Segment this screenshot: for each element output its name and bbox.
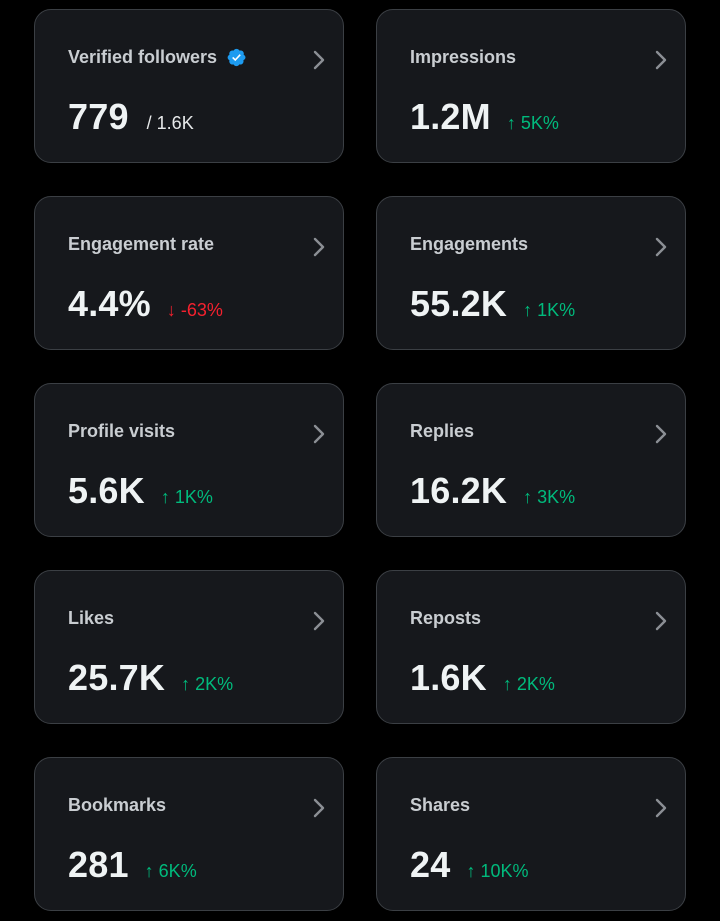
metric-value: 5.6K <box>68 470 145 511</box>
chevron-right-icon <box>313 424 325 444</box>
metric-value: 1.2M <box>410 96 491 137</box>
chevron-right-icon <box>655 798 667 818</box>
metric-card-profile-visits[interactable]: Profile visits 5.6K ↑ 1K% <box>34 383 344 537</box>
value-row: 4.4% ↓ -63% <box>68 283 223 325</box>
value-row: 25.7K ↑ 2K% <box>68 657 233 699</box>
chevron-right-icon <box>313 798 325 818</box>
arrow-down-icon: ↓ <box>166 300 176 320</box>
value-row: 55.2K ↑ 1K% <box>410 283 575 325</box>
trend-change-value: 2K% <box>195 674 234 694</box>
arrow-up-icon: ↑ <box>144 861 154 881</box>
metric-card-reposts[interactable]: Reposts 1.6K ↑ 2K% <box>376 570 686 724</box>
metric-card-engagements[interactable]: Engagements 55.2K ↑ 1K% <box>376 196 686 350</box>
metric-value: 24 <box>410 844 451 885</box>
trend-change: ↑ 1K% <box>161 487 213 508</box>
value-row: 779 / 1.6K <box>68 96 194 138</box>
card-title: Bookmarks <box>68 795 166 816</box>
metric-card-shares[interactable]: Shares 24 ↑ 10K% <box>376 757 686 911</box>
trend-change-value: 1K% <box>537 300 576 320</box>
trend-change-value: -63% <box>180 300 223 320</box>
arrow-up-icon: ↑ <box>160 487 170 507</box>
card-title: Engagement rate <box>68 234 214 255</box>
chevron-right-icon <box>313 50 325 70</box>
metric-value: 16.2K <box>410 470 508 511</box>
metric-card-replies[interactable]: Replies 16.2K ↑ 3K% <box>376 383 686 537</box>
arrow-up-icon: ↑ <box>502 674 512 694</box>
metric-card-bookmarks[interactable]: Bookmarks 281 ↑ 6K% <box>34 757 344 911</box>
value-row: 16.2K ↑ 3K% <box>410 470 575 512</box>
metric-value: 1.6K <box>410 657 487 698</box>
arrow-up-icon: ↑ <box>181 674 191 694</box>
card-title: Reposts <box>410 608 481 629</box>
trend-change: ↓ -63% <box>167 300 223 321</box>
value-row: 1.2M ↑ 5K% <box>410 96 559 138</box>
arrow-up-icon: ↑ <box>523 300 533 320</box>
trend-change: ↑ 1K% <box>523 300 575 321</box>
value-row: 1.6K ↑ 2K% <box>410 657 555 699</box>
card-title-label: Reposts <box>410 608 482 628</box>
chevron-right-icon <box>313 611 325 631</box>
trend-change: ↑ 10K% <box>466 861 528 882</box>
trend-change: ↑ 5K% <box>507 113 559 134</box>
card-title-label: Impressions <box>410 47 517 67</box>
card-title-label: Profile visits <box>68 421 176 441</box>
trend-change: ↑ 3K% <box>523 487 575 508</box>
metric-value: 281 <box>68 844 129 885</box>
chevron-right-icon <box>313 237 325 257</box>
chevron-right-icon <box>655 611 667 631</box>
card-title-label: Engagements <box>410 234 529 254</box>
metric-value: 55.2K <box>410 283 508 324</box>
card-title-label: Shares <box>410 795 471 815</box>
card-title-label: Likes <box>68 608 115 628</box>
verified-badge-icon <box>227 48 246 67</box>
arrow-up-icon: ↑ <box>506 113 516 133</box>
card-title: Verified followers <box>68 47 247 68</box>
card-title: Shares <box>410 795 470 816</box>
trend-change: ↑ 2K% <box>181 674 233 695</box>
trend-change-value: 10K% <box>480 861 529 881</box>
arrow-up-icon: ↑ <box>523 487 533 507</box>
card-title-label: Verified followers <box>68 47 218 67</box>
card-title-label: Bookmarks <box>68 795 167 815</box>
metric-total: / 1.6K <box>146 113 194 133</box>
card-title: Profile visits <box>68 421 175 442</box>
trend-change-value: 2K% <box>516 674 555 694</box>
analytics-grid: Verified followers 779 / 1.6K Impression… <box>34 9 686 911</box>
value-row: 24 ↑ 10K% <box>410 844 529 886</box>
card-title: Likes <box>68 608 114 629</box>
chevron-right-icon <box>655 237 667 257</box>
trend-change: ↑ 2K% <box>503 674 555 695</box>
metric-card-impressions[interactable]: Impressions 1.2M ↑ 5K% <box>376 9 686 163</box>
trend-change-value: 6K% <box>158 861 197 881</box>
trend-change: ↑ 6K% <box>145 861 197 882</box>
trend-change-value: 1K% <box>174 487 213 507</box>
metric-card-likes[interactable]: Likes 25.7K ↑ 2K% <box>34 570 344 724</box>
card-title: Engagements <box>410 234 528 255</box>
chevron-right-icon <box>655 50 667 70</box>
trend-change-value: 5K% <box>520 113 559 133</box>
card-title: Impressions <box>410 47 516 68</box>
trend-change-value: 3K% <box>537 487 576 507</box>
value-row: 281 ↑ 6K% <box>68 844 197 886</box>
metric-value: 4.4% <box>68 283 151 324</box>
metric-value: 779 <box>68 96 129 137</box>
metric-value: 25.7K <box>68 657 166 698</box>
metric-card-engagement-rate[interactable]: Engagement rate 4.4% ↓ -63% <box>34 196 344 350</box>
metric-card-verified-followers[interactable]: Verified followers 779 / 1.6K <box>34 9 344 163</box>
arrow-up-icon: ↑ <box>466 861 476 881</box>
card-title-label: Replies <box>410 421 475 441</box>
chevron-right-icon <box>655 424 667 444</box>
value-row: 5.6K ↑ 1K% <box>68 470 213 512</box>
card-title: Replies <box>410 421 474 442</box>
card-title-label: Engagement rate <box>68 234 215 254</box>
